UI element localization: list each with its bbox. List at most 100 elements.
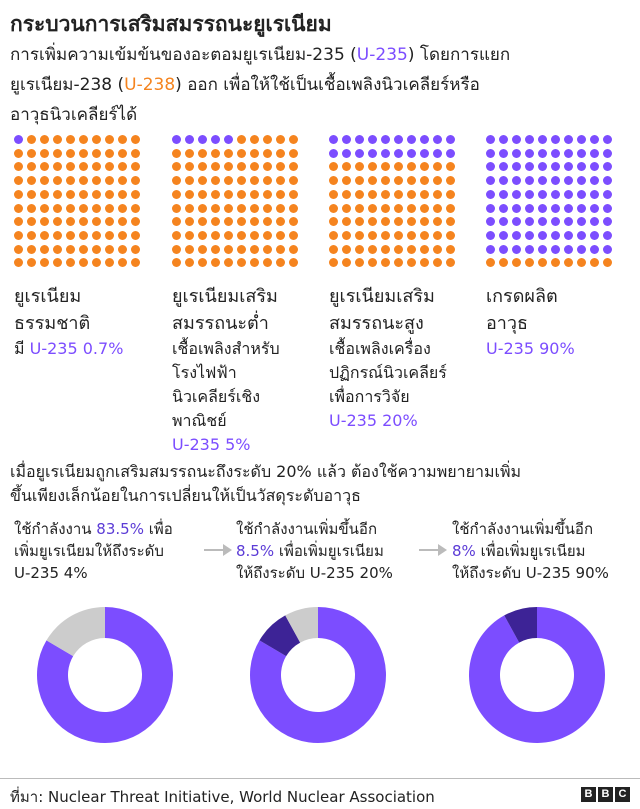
- u235-dot: [590, 217, 599, 227]
- u238-dot: [276, 217, 285, 227]
- u238-dot: [118, 176, 127, 186]
- effort-statement: เมื่อยูเรเนียมถูกเสริมสมรรถนะถึงระดับ 20…: [10, 460, 635, 508]
- u238-dot: [394, 176, 403, 186]
- u238-dot: [79, 148, 88, 158]
- u238-dot: [263, 230, 272, 240]
- u238-dot: [79, 244, 88, 254]
- u238-dot: [131, 244, 140, 254]
- u235-dot: [551, 203, 560, 213]
- step-1-text: ใช้กำลังงาน 83.5% เพื่อ เพิ่มยูเรเนียมให…: [14, 518, 199, 584]
- u238-dot: [224, 162, 233, 172]
- u238-dot: [276, 244, 285, 254]
- u238-dot: [66, 135, 75, 144]
- donut-segment-step: [259, 615, 301, 657]
- u238-dot: [381, 162, 390, 172]
- u235-dot: [538, 230, 547, 240]
- donut-chart-step-3: [469, 607, 605, 743]
- u235-dot: [329, 148, 338, 158]
- donut-segment-remaining: [285, 607, 318, 643]
- u238-dot: [263, 244, 272, 254]
- u235-dot: [538, 244, 547, 254]
- u238-dot: [446, 162, 455, 172]
- u238-dot: [27, 230, 36, 240]
- u238-dot: [185, 244, 194, 254]
- u235-dot: [577, 148, 586, 158]
- u238-dot: [105, 189, 114, 199]
- u235-dot: [486, 217, 495, 227]
- u238-dot: [79, 217, 88, 227]
- u238-dot: [368, 230, 377, 240]
- u238-dot: [14, 176, 23, 186]
- u238-dot: [53, 203, 62, 213]
- u238-dot: [433, 203, 442, 213]
- u235-dot: [486, 135, 495, 144]
- u238-dot: [92, 162, 101, 172]
- subtitle-text: ) โดยการแยก: [407, 45, 511, 65]
- u235-dot: [433, 135, 442, 144]
- u235-dot: [538, 203, 547, 213]
- u238-dot: [40, 176, 49, 186]
- u235-dot: [538, 148, 547, 158]
- u238-dot: [27, 244, 36, 254]
- grade-percent: U-235 90%: [486, 339, 575, 358]
- grade-note: เชื้อเพลิงเครื่อง: [329, 339, 431, 358]
- u235-dot: [172, 135, 181, 144]
- u238-dot: [105, 176, 114, 186]
- u238-dot: [237, 230, 246, 240]
- u238-dot: [27, 176, 36, 186]
- weapons-grade-dot-grid: [486, 135, 614, 273]
- u238-dot: [92, 203, 101, 213]
- grade-high-enriched: ยูเรเนียมเสริม สมรรถนะสูง เชื้อเพลิงเครื…: [329, 283, 469, 433]
- u238-dot: [92, 189, 101, 199]
- u235-dot: [603, 230, 612, 240]
- u235-dot: [342, 148, 351, 158]
- u238-dot: [577, 258, 586, 268]
- u238-dot: [185, 162, 194, 172]
- u235-dot: [525, 217, 534, 227]
- u238-dot: [105, 203, 114, 213]
- u238-dot: [131, 162, 140, 172]
- u235-dot: [603, 176, 612, 186]
- u238-dot: [224, 244, 233, 254]
- u238-dot: [368, 162, 377, 172]
- u235-dot: [486, 148, 495, 158]
- u238-dot: [355, 244, 364, 254]
- u238-dot: [40, 148, 49, 158]
- u238-dot: [433, 162, 442, 172]
- step-text: ใช้กำลังงานเพิ่มขึ้นอีก: [236, 520, 378, 538]
- u235-dot: [525, 176, 534, 186]
- u238-dot: [172, 258, 181, 268]
- u235-dot: [538, 189, 547, 199]
- u235-dot: [525, 148, 534, 158]
- u235-dot: [368, 148, 377, 158]
- u235-dot: [446, 135, 455, 144]
- donut-segment-previous: [250, 607, 386, 743]
- u238-dot: [276, 135, 285, 144]
- u238-dot: [185, 203, 194, 213]
- u238-dot: [14, 217, 23, 227]
- u238-dot: [250, 230, 259, 240]
- u238-dot: [407, 217, 416, 227]
- u238-label: U-238: [124, 75, 176, 95]
- grade-percent: U-235 0.7%: [29, 339, 124, 358]
- u238-dot: [211, 162, 220, 172]
- u238-dot: [394, 203, 403, 213]
- u238-dot: [53, 162, 62, 172]
- u238-dot: [92, 230, 101, 240]
- grade-low-enriched: ยูเรเนียมเสริม สมรรถนะต่ำ เชื้อเพลิงสำหร…: [172, 283, 312, 457]
- u238-dot: [237, 176, 246, 186]
- u235-dot: [590, 176, 599, 186]
- u235-dot: [551, 244, 560, 254]
- u238-dot: [118, 135, 127, 144]
- bbc-logo-block: B: [581, 787, 596, 802]
- low-enriched-dot-grid: [172, 135, 300, 273]
- u238-dot: [342, 176, 351, 186]
- u238-dot: [276, 258, 285, 268]
- source-text: ที่มา: Nuclear Threat Initiative, World …: [10, 788, 435, 806]
- u238-dot: [250, 258, 259, 268]
- u235-dot: [486, 203, 495, 213]
- donut-chart-step-1: [37, 607, 174, 743]
- u238-dot: [263, 135, 272, 144]
- u238-dot: [92, 135, 101, 144]
- u235-dot: [603, 162, 612, 172]
